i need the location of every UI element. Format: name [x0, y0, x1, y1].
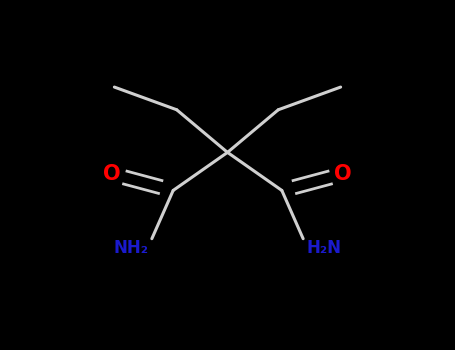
Text: O: O: [334, 164, 352, 184]
Text: O: O: [103, 164, 121, 184]
Text: NH₂: NH₂: [114, 239, 149, 257]
Text: H₂N: H₂N: [306, 239, 341, 257]
